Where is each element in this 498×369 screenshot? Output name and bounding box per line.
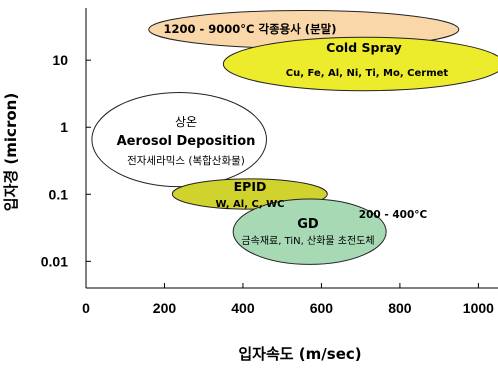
region-epid-label-1: W, Al, C, WC: [216, 199, 285, 210]
y-tick-label: 10: [52, 52, 68, 68]
x-axis-title: 입자속도 (m/sec): [238, 345, 361, 363]
x-tick-label: 600: [310, 300, 334, 316]
region-layer: [91, 10, 498, 265]
x-tick-label: 1000: [463, 300, 494, 316]
x-tick-label: 200: [153, 300, 177, 316]
label-layer: 1200 - 9000°C 각종용사 (분말) Cold Spray Cu, Fe,…: [117, 22, 449, 247]
y-tick-label: 1: [60, 119, 68, 135]
region-cold_spray-label-1: Cu, Fe, Al, Ni, Ti, Mo, Cermet: [286, 68, 449, 79]
x-tick-label: 400: [231, 300, 255, 316]
region-gd-label-1: 200 - 400°C: [359, 209, 428, 221]
x-tick-label: 0: [82, 300, 90, 316]
region-aerosol-ellipse: [91, 91, 267, 188]
region-gd-label-2: 금속재료, TiN, 산화물 초전도체: [241, 235, 374, 247]
region-thermal-label-0: 1200 - 9000°C 각종용사 (분말): [164, 22, 337, 36]
y-axis-title: 입자경 (micron): [2, 93, 20, 211]
y-tick-label: 0.1: [49, 186, 69, 202]
region-gd-ellipse: [232, 198, 387, 265]
y-tick-label: 0.01: [41, 253, 68, 269]
region-gd-label-0: GD: [297, 217, 319, 232]
region-cold_spray-ellipse: [222, 36, 498, 92]
x-tick-label: 800: [388, 300, 412, 316]
region-aerosol-label-1: Aerosol Deposition: [117, 134, 256, 149]
axes-layer: 0 200 400 600 800 1000 0.01 0.1 1 10 입자속도 (m/sec) 입…: [2, 8, 498, 363]
region-aerosol-label-0: 상온: [175, 115, 197, 129]
region-aerosol-label-2: 전자세라믹스 (복합산화물): [127, 155, 245, 167]
region-cold_spray-label-0: Cold Spray: [326, 40, 402, 55]
region-epid-label-0: EPID: [234, 179, 267, 194]
